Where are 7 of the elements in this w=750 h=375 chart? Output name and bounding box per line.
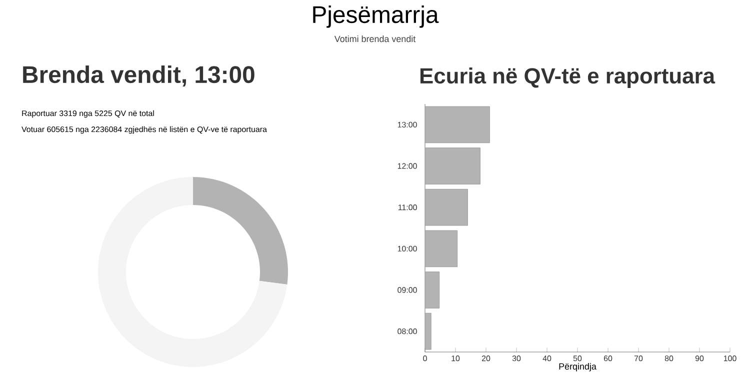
chart-title: Ecuria në QV-të e raportuara — [420, 68, 716, 88]
chart-title: Brenda vendit, 13:00 — [23, 66, 254, 87]
bar — [425, 148, 480, 184]
x-axis-title: Përqindja — [559, 363, 596, 372]
text: Votimi brenda vendit — [334, 36, 416, 42]
text: Pjesëmarrja — [313, 6, 439, 28]
bar — [425, 272, 440, 308]
